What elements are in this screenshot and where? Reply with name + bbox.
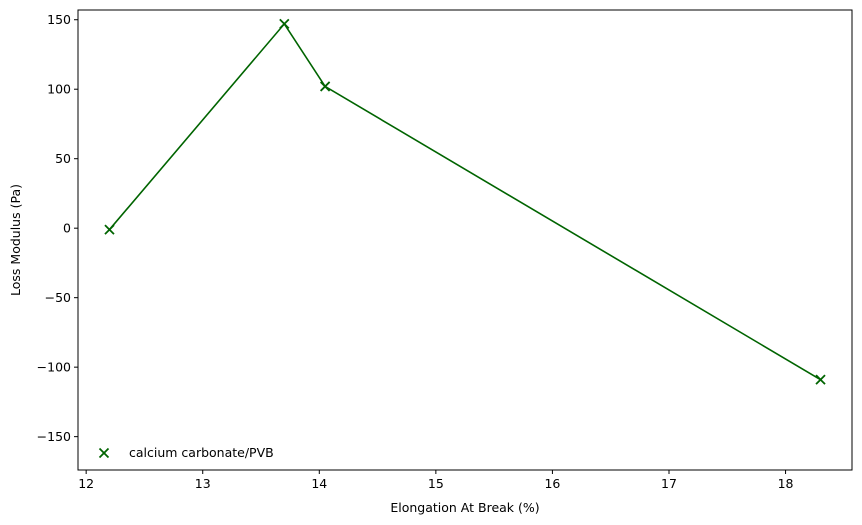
x-tick-label: 14 — [311, 476, 327, 491]
marker-stroke — [104, 224, 115, 235]
data-point — [319, 81, 331, 92]
y-tick-label: 100 — [47, 82, 71, 97]
marker-stroke — [815, 374, 826, 385]
legend-x-marker — [98, 447, 110, 459]
marker-stroke — [319, 81, 331, 92]
data-point — [815, 374, 826, 385]
data-point — [104, 224, 115, 235]
series-line — [108, 22, 821, 381]
x-tick-label: 16 — [544, 476, 560, 491]
x-tick-label: 15 — [428, 476, 444, 491]
y-axis-title: Loss Modulus (Pa) — [8, 184, 23, 296]
marker-stroke — [98, 447, 110, 459]
y-tick-label: 0 — [63, 221, 71, 236]
plot-area — [77, 9, 853, 471]
y-tick-label: −150 — [37, 429, 71, 444]
y-tick-label: −100 — [37, 360, 71, 375]
y-tick-label: 150 — [47, 12, 71, 27]
marker-stroke — [279, 18, 290, 30]
legend: calcium carbonate/PVB — [98, 445, 274, 460]
x-tick-label: 13 — [195, 476, 211, 491]
x-tick-label: 12 — [78, 476, 94, 491]
y-tick-label: 50 — [55, 151, 71, 166]
x-tick-label: 18 — [778, 476, 794, 491]
legend-label: calcium carbonate/PVB — [129, 445, 274, 460]
x-tick-label: 17 — [661, 476, 677, 491]
x-axis: 12 13 14 15 16 17 18 — [78, 470, 794, 491]
legend-marker-icon — [98, 447, 110, 459]
y-axis: −150 −100 −50 0 50 100 150 — [37, 12, 78, 444]
plot-frame — [77, 9, 853, 471]
y-tick-label: −50 — [45, 290, 71, 305]
data-point — [279, 18, 290, 30]
series-layer — [104, 18, 826, 385]
x-axis-title: Elongation At Break (%) — [390, 500, 539, 515]
